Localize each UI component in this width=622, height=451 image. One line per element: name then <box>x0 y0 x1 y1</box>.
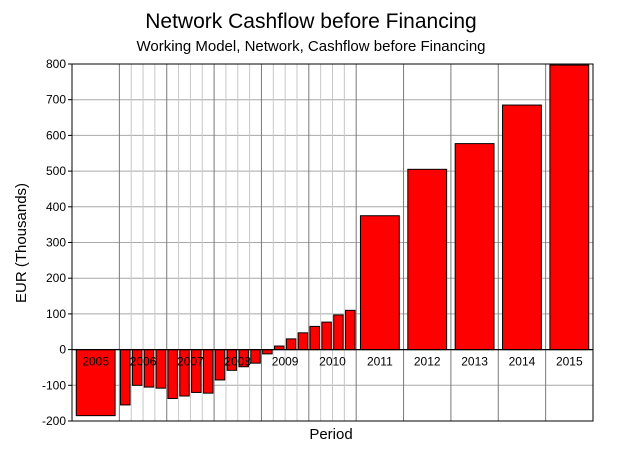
bar-2011-1 <box>359 215 400 351</box>
bar-2005-1 <box>75 349 116 417</box>
x-tick-label: 2007 <box>177 355 204 369</box>
y-tick-label: 400 <box>46 200 66 214</box>
y-tick-label: 200 <box>46 271 66 285</box>
bar-2009-1 <box>262 349 273 355</box>
x-tick-label: 2012 <box>414 355 441 369</box>
y-tick-label: -100 <box>42 378 66 392</box>
tick-labels: -200 -100 0 100 200 300 400 500 600 700 800 2005 200… <box>42 57 583 428</box>
x-tick-label: 2013 <box>461 355 488 369</box>
bar-2008-1 <box>214 349 226 381</box>
bar-2012-1 <box>407 168 448 351</box>
bar-2009-4 <box>297 332 309 351</box>
y-tick-label: 0 <box>59 343 66 357</box>
y-tick-label: 300 <box>46 236 66 250</box>
bar-2014-1 <box>502 104 542 351</box>
x-tick-label: 2009 <box>272 355 299 369</box>
bar-2008-4 <box>250 349 261 364</box>
y-tick-label: 800 <box>46 57 66 71</box>
bar-2007-1 <box>167 349 178 400</box>
plot-border <box>71 63 594 422</box>
y-axis-title: EUR (Thousands) <box>13 183 30 303</box>
y-tick-label: 600 <box>46 128 66 142</box>
bar-2006-1 <box>120 349 131 406</box>
bar-2010-2 <box>321 321 332 351</box>
x-tick-label: 2008 <box>224 355 251 369</box>
y-tick-label: 700 <box>46 93 66 107</box>
x-tick-label: 2005 <box>82 355 109 369</box>
y-tick-label: -200 <box>42 414 66 428</box>
bar-2010-3 <box>333 314 344 351</box>
bar-2006-4 <box>155 349 167 389</box>
bar-2009-3 <box>285 338 297 351</box>
y-tick-label: 500 <box>46 164 66 178</box>
x-tick-label: 2014 <box>509 355 536 369</box>
bar-2013-1 <box>454 143 495 351</box>
x-tick-label: 2006 <box>130 355 157 369</box>
bar-2010-1 <box>309 325 320 351</box>
bar-series <box>75 64 590 417</box>
chart-subtitle: Working Model, Network, Cashflow before … <box>136 38 486 55</box>
bar-2010-4 <box>345 309 356 351</box>
x-tick-label: 2015 <box>556 355 583 369</box>
bar-2007-4 <box>202 349 214 394</box>
axes <box>68 63 594 422</box>
y-tick-label: 100 <box>46 307 66 321</box>
x-tick-label: 2010 <box>319 355 346 369</box>
x-axis-title: Period <box>309 426 352 443</box>
chart-title: Network Cashflow before Financing <box>145 10 477 33</box>
x-tick-label: 2011 <box>367 355 393 369</box>
bar-2015-1 <box>549 64 590 351</box>
